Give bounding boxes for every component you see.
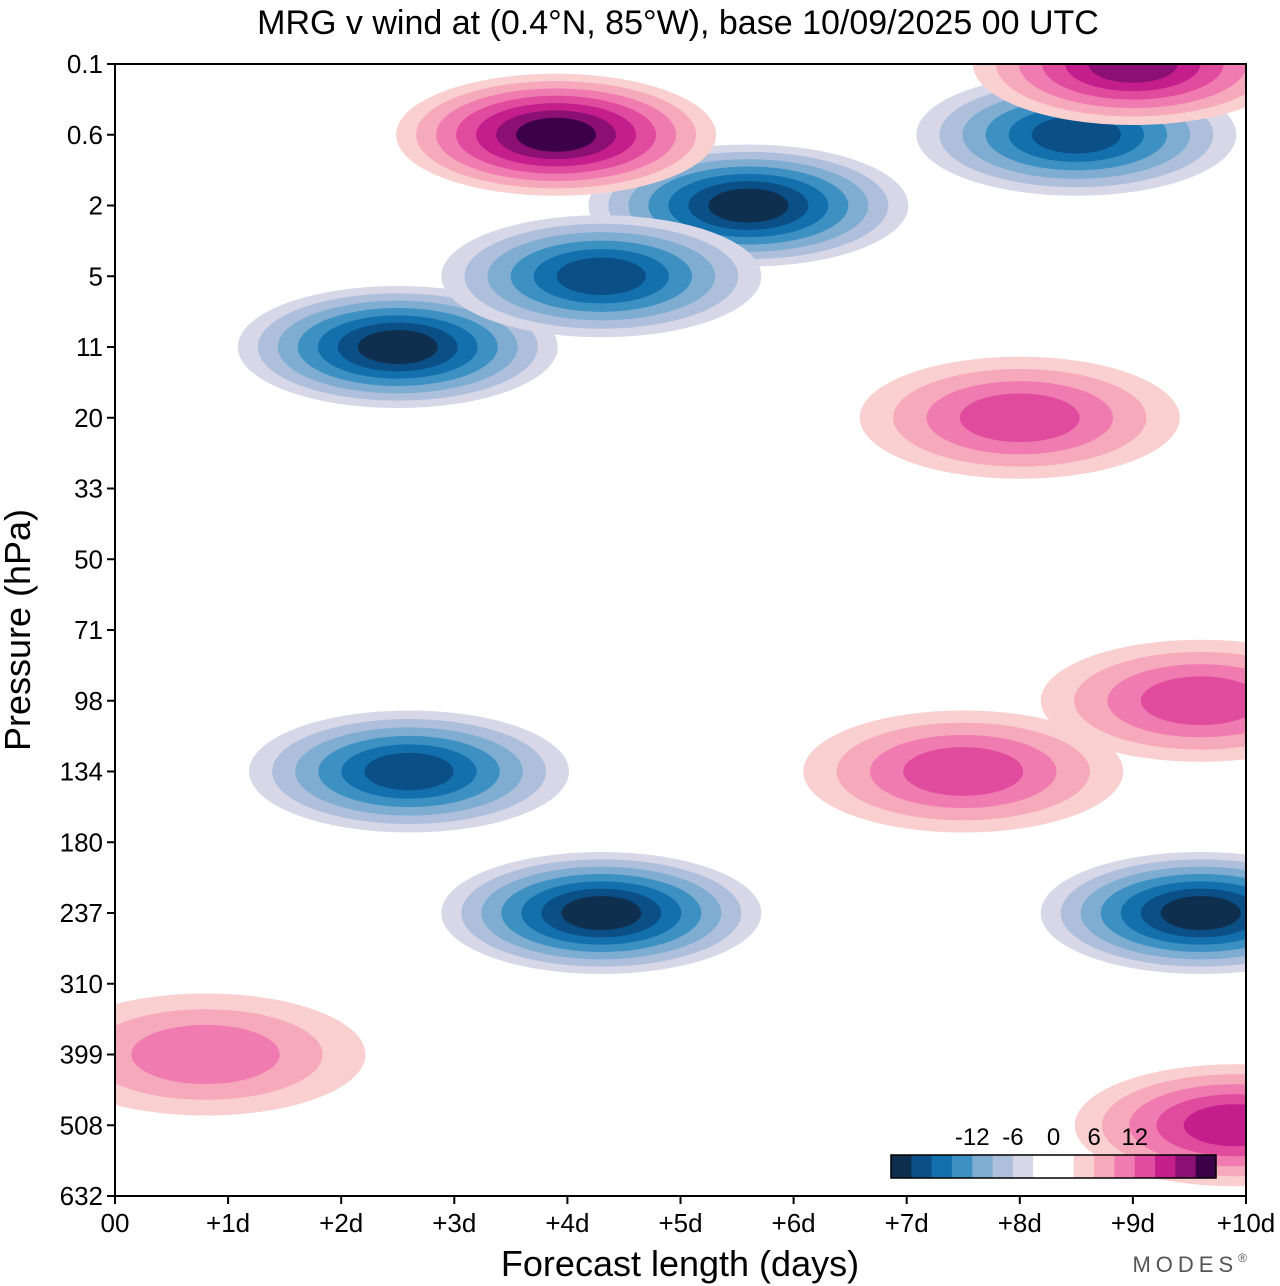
colorbar: -12 -6 0 6 12: [890, 1124, 1217, 1179]
contour-band: [561, 896, 642, 930]
negative-anomaly: [441, 852, 762, 974]
contour-band: [959, 393, 1080, 443]
colorbar-swatch: [1094, 1155, 1115, 1178]
negative-anomaly: [1040, 852, 1246, 974]
y-tick-label: 50: [74, 544, 103, 574]
contour-band: [556, 257, 646, 295]
contour-band: [903, 747, 1024, 796]
positive-anomaly: [803, 710, 1124, 833]
contour-band: [1160, 896, 1241, 930]
y-tick-label: 399: [60, 1040, 103, 1070]
positive-anomaly: [859, 356, 1180, 479]
contour-band: [516, 117, 597, 152]
x-axis: 00 +1d +2d +3d +4d +5d +6d +7d +8d +9d +10d: [101, 1196, 1276, 1238]
x-tick-label: +10d: [1217, 1208, 1276, 1238]
colorbar-tick-label: 12: [1121, 1124, 1148, 1151]
colorbar-swatch: [1114, 1155, 1136, 1178]
negative-anomaly: [237, 286, 558, 408]
colorbar-swatch: [1053, 1155, 1075, 1178]
negative-anomaly: [441, 215, 762, 338]
contour-band: [1088, 64, 1178, 83]
x-tick-label: +9d: [1111, 1208, 1155, 1238]
x-tick-label: +5d: [658, 1208, 702, 1238]
y-tick-label: 98: [74, 686, 103, 716]
y-tick-label: 5: [89, 261, 103, 291]
colorbar-swatch: [1012, 1155, 1034, 1178]
colorbar-swatch: [951, 1155, 973, 1178]
positive-anomaly: [396, 73, 717, 196]
x-tick-label: +1d: [206, 1208, 250, 1238]
x-tick-label: 00: [101, 1208, 130, 1238]
x-tick-label: +7d: [885, 1208, 929, 1238]
y-tick-label: 11: [76, 332, 103, 362]
colorbar-swatch: [1073, 1155, 1095, 1178]
x-tick-label: +3d: [432, 1208, 476, 1238]
contour-field: [115, 64, 1246, 1187]
colorbar-tick-label: -12: [955, 1124, 990, 1151]
x-tick-label: +8d: [998, 1208, 1042, 1238]
colorbar-tick-label: 0: [1047, 1124, 1060, 1151]
y-axis-label: Pressure (hPa): [0, 509, 38, 751]
colorbar-swatch: [1155, 1155, 1176, 1178]
colorbar-frame: [890, 1154, 1217, 1179]
colorbar-swatch: [1195, 1155, 1217, 1178]
positive-anomaly: [972, 64, 1246, 125]
contour-band: [1183, 1104, 1246, 1147]
y-tick-label: 33: [74, 474, 103, 504]
positive-anomaly: [115, 993, 366, 1116]
y-tick-label: 71: [74, 615, 103, 645]
y-tick-label: 0.6: [67, 120, 103, 150]
colorbar-swatch: [1134, 1155, 1156, 1178]
colorbar-swatch: [1033, 1155, 1054, 1178]
x-tick-label: +4d: [545, 1208, 589, 1238]
y-tick-label: 20: [74, 403, 103, 433]
contour-band: [1140, 676, 1246, 726]
positive-anomaly: [1040, 639, 1246, 762]
negative-anomaly: [249, 710, 570, 833]
contour-band: [1031, 116, 1121, 154]
colorbar-swatch: [992, 1155, 1014, 1178]
colorbar-swatch: [891, 1155, 912, 1178]
colorbar-swatch: [972, 1155, 994, 1178]
y-tick-label: 0.1: [67, 49, 103, 79]
colorbar-tick-label: 6: [1087, 1124, 1100, 1151]
y-tick-label: 632: [60, 1181, 103, 1211]
y-tick-label: 310: [60, 969, 103, 999]
x-tick-label: +6d: [772, 1208, 816, 1238]
contour-band: [131, 1024, 280, 1085]
colorbar-swatch: [931, 1155, 953, 1178]
contour-band: [708, 188, 789, 223]
y-tick-label: 2: [89, 191, 103, 221]
chart-title: MRG v wind at (0.4°N, 85°W), base 10/09/…: [257, 4, 1099, 42]
y-tick-label: 237: [60, 898, 103, 928]
y-axis: 0.1 0.6 2 5 11 20 33 50 71 98 134 180 237 310 399 508 63…: [60, 49, 115, 1211]
positive-anomaly: [1074, 1064, 1246, 1187]
modes-logo: MODES®: [1132, 1251, 1252, 1277]
colorbar-swatch: [911, 1155, 933, 1178]
y-tick-label: 134: [60, 757, 103, 787]
contour-band: [357, 330, 438, 364]
colorbar-tick-label: -6: [1002, 1124, 1023, 1151]
x-axis-label: Forecast length (days): [501, 1243, 859, 1284]
y-tick-label: 180: [60, 827, 103, 857]
colorbar-swatch: [1175, 1155, 1197, 1178]
y-tick-label: 508: [60, 1110, 103, 1140]
contour-band: [364, 752, 454, 791]
x-tick-label: +2d: [319, 1208, 363, 1238]
